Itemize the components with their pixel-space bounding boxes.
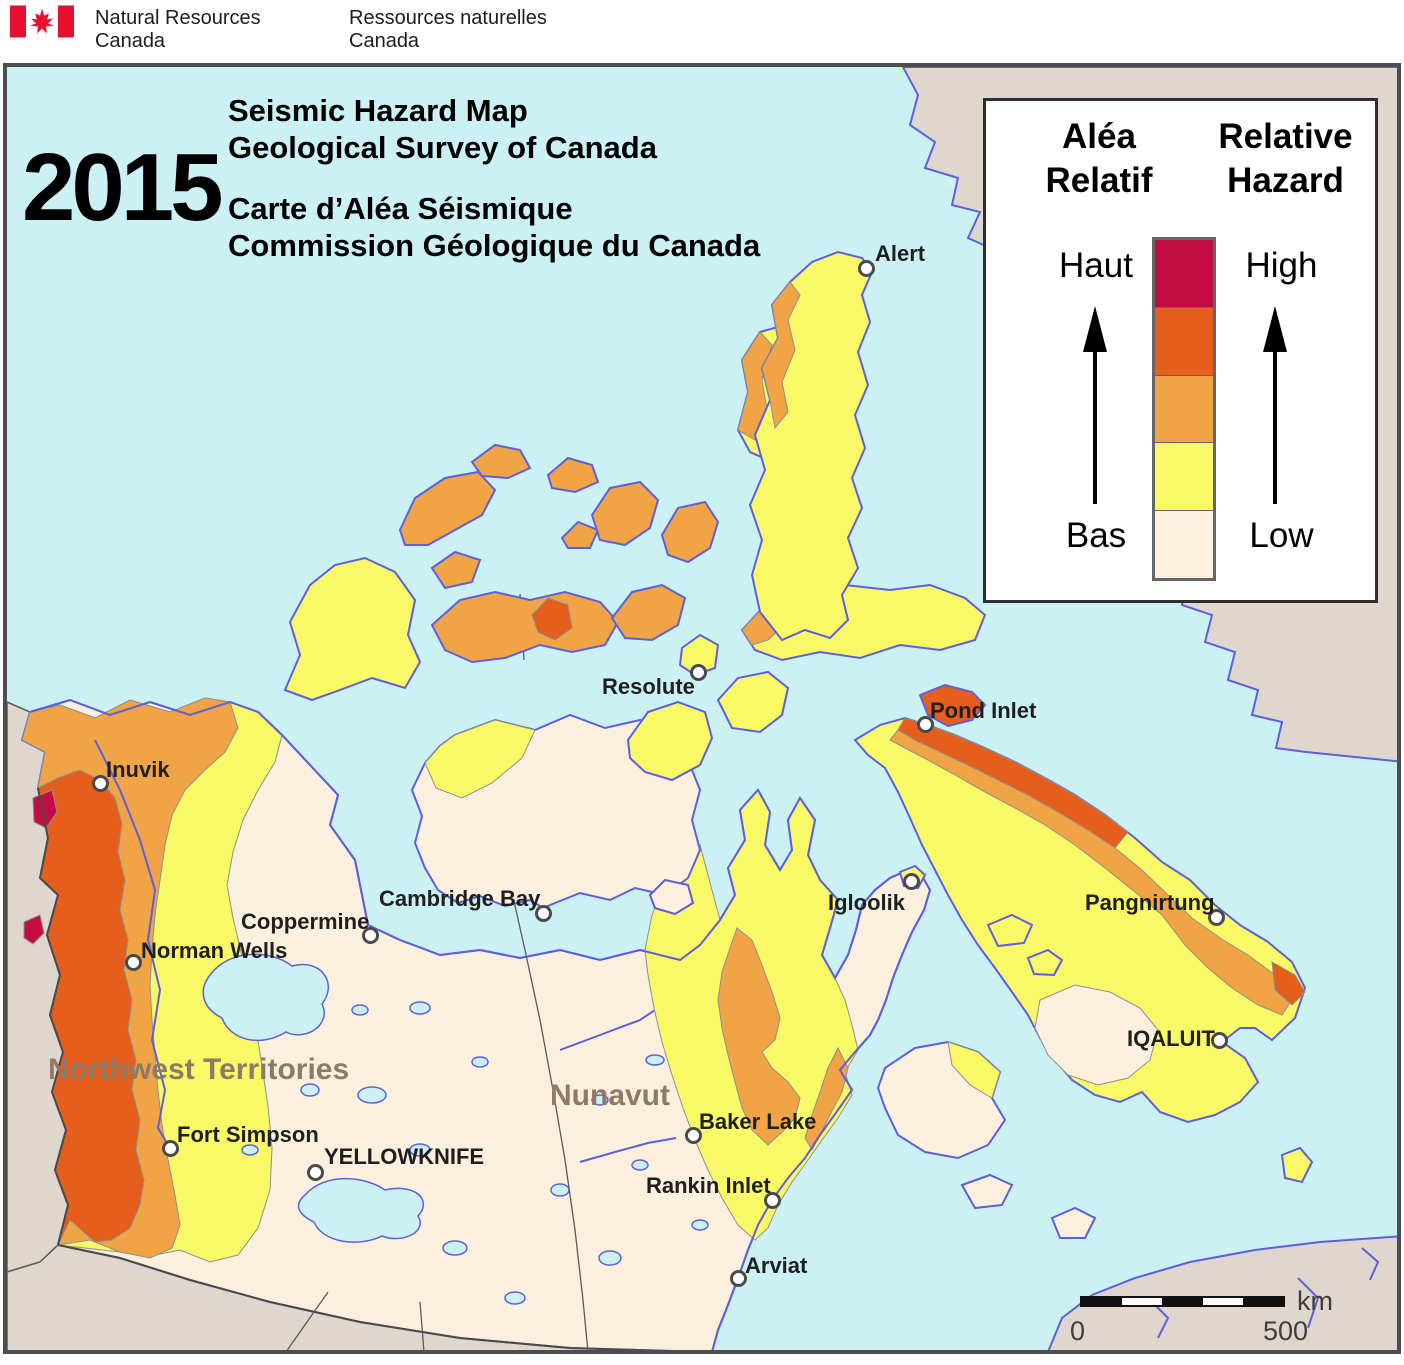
city-label-inuvik: Inuvik bbox=[106, 757, 170, 782]
legend-title-french: Aléa Relatif bbox=[1045, 117, 1153, 200]
map-title-english: Seismic Hazard Map Geological Survey of … bbox=[228, 93, 657, 165]
city-label-rankin-inlet: Rankin Inlet bbox=[646, 1173, 771, 1198]
city-marker-iqaluit bbox=[1211, 1032, 1228, 1049]
scale-bar bbox=[1080, 1296, 1285, 1307]
ellef-ringnes-island bbox=[590, 480, 660, 547]
city-label-arviat: Arviat bbox=[745, 1253, 808, 1278]
region-label-nunavut: Nunavut bbox=[550, 1079, 670, 1112]
legend-color-el evated bbox=[1155, 374, 1213, 443]
coats-island bbox=[960, 1173, 1014, 1210]
map-title-french: Carte d’Aléa Séismique Commission Géolog… bbox=[228, 191, 761, 263]
bathurst-island bbox=[610, 583, 687, 642]
arctic-islands bbox=[283, 250, 1380, 1339]
king-william-island bbox=[648, 878, 695, 916]
up-arrow-icon bbox=[1263, 306, 1287, 504]
city-marker-rankin-inlet bbox=[764, 1192, 781, 1209]
baffin-cream-patch bbox=[1034, 984, 1159, 1086]
lakes-and-rivers bbox=[94, 739, 776, 1305]
city-label-alert: Alert bbox=[875, 241, 926, 266]
city-marker-cambridge-bay bbox=[535, 905, 552, 922]
mainland-coastline bbox=[29, 698, 932, 1350]
study-area-boundary bbox=[57, 1244, 668, 1350]
dept-name-english: Natural Resources Canada bbox=[95, 7, 261, 52]
city-marker-coppermine bbox=[362, 927, 379, 944]
city-label-yellowknife: YELLOWKNIFE bbox=[324, 1144, 485, 1169]
legend-title-english: Relative Hazard bbox=[1218, 117, 1353, 200]
prince-of-wales-island bbox=[626, 700, 714, 782]
city-marker-arviat bbox=[730, 1270, 747, 1287]
patch-highest-crimson bbox=[23, 914, 45, 945]
akpatok-island bbox=[1280, 1146, 1314, 1184]
legend-color-low bbox=[1155, 510, 1213, 578]
city-marker-resolute bbox=[690, 664, 707, 681]
baffin-north-orangered bbox=[897, 717, 1129, 849]
central-orange-band bbox=[717, 927, 801, 1146]
patch-highest-crimson bbox=[32, 789, 58, 829]
admin-borders bbox=[37, 593, 668, 1350]
city-marker-pond-inlet bbox=[917, 716, 934, 733]
mansel-island bbox=[1050, 1206, 1097, 1239]
city-marker-igloolik bbox=[903, 873, 920, 890]
ellesmere-nw-orange bbox=[761, 281, 801, 430]
city-label-norman-wells: Norman Wells bbox=[141, 938, 288, 963]
city-marker-baker-lake bbox=[685, 1127, 702, 1144]
amund-ringnes-island bbox=[660, 500, 720, 564]
city-label-resolute: Resolute bbox=[602, 674, 695, 699]
thelon-river bbox=[579, 1137, 677, 1163]
city-marker-fort-simpson bbox=[162, 1140, 179, 1157]
map-year: 2015 bbox=[22, 134, 224, 241]
cumberland-orangered-tip bbox=[1271, 961, 1306, 1006]
coastal-orange-sliver bbox=[804, 1046, 849, 1152]
city-label-cambridge-bay: Cambridge Bay bbox=[379, 886, 541, 911]
government-header: Natural Resources Canada Ressources natu… bbox=[0, 0, 1404, 63]
maple-leaf bbox=[30, 8, 54, 34]
victoria-nw-yellow bbox=[424, 719, 536, 799]
legend-high-en: High bbox=[1245, 246, 1318, 285]
melville-high-patch bbox=[531, 597, 573, 641]
city-label-coppermine: Coppermine bbox=[241, 909, 370, 934]
city-marker-alert bbox=[858, 260, 875, 277]
legend-high-fr: Haut bbox=[1059, 246, 1133, 285]
mackenzie-river bbox=[94, 739, 171, 1149]
city-marker-yellowknife bbox=[307, 1164, 324, 1181]
legend-color-high bbox=[1155, 306, 1213, 375]
prince-patrick-island bbox=[398, 470, 497, 546]
great-slave-lake bbox=[297, 1177, 425, 1243]
cornwallis-island bbox=[678, 633, 720, 677]
up-arrow-icon bbox=[1083, 306, 1107, 504]
yukon-border bbox=[37, 787, 70, 1246]
legend-low-fr: Bas bbox=[1065, 516, 1127, 555]
great-bear-lake bbox=[202, 953, 329, 1042]
city-label-pond-inlet: Pond Inlet bbox=[930, 698, 1037, 723]
city-label-fort-simpson: Fort Simpson bbox=[177, 1122, 319, 1147]
city-label-iqaluit: IQALUIT bbox=[1127, 1026, 1215, 1051]
hazard-legend: Aléa Relatif Relative Hazard Haut High B… bbox=[983, 98, 1378, 603]
canada-flag-icon bbox=[10, 5, 74, 38]
city-label-pangnirtung: Pangnirtung bbox=[1085, 890, 1215, 915]
western-hazard-bands bbox=[21, 697, 283, 1263]
scale-start: 0 bbox=[1070, 1316, 1086, 1346]
bylot-island bbox=[918, 683, 987, 728]
scale-unit: km bbox=[1297, 1286, 1333, 1316]
banks-island bbox=[283, 556, 422, 702]
dept-name-french: Ressources naturelles Canada bbox=[349, 7, 547, 52]
city-marker-inuvik bbox=[92, 775, 109, 792]
nwt-nunavut-border bbox=[507, 874, 589, 1350]
legend-color-highest bbox=[1155, 240, 1213, 307]
map-frame-border bbox=[3, 63, 1401, 1354]
city-label-igloolik: Igloolik bbox=[828, 890, 905, 915]
legend-low-en: Low bbox=[1249, 516, 1314, 555]
legend-color-moderate bbox=[1155, 442, 1213, 511]
city-marker-pangnirtung bbox=[1208, 909, 1225, 926]
scale-end: 500 bbox=[1263, 1316, 1309, 1346]
city-label-baker-lake: Baker Lake bbox=[699, 1109, 817, 1134]
somerset-island bbox=[716, 670, 790, 734]
melville-island bbox=[430, 590, 620, 664]
legend-color-scale bbox=[1152, 237, 1216, 581]
region-label-northwest-territories: Northwest Territories bbox=[48, 1053, 350, 1086]
city-marker-norman-wells bbox=[125, 954, 142, 971]
